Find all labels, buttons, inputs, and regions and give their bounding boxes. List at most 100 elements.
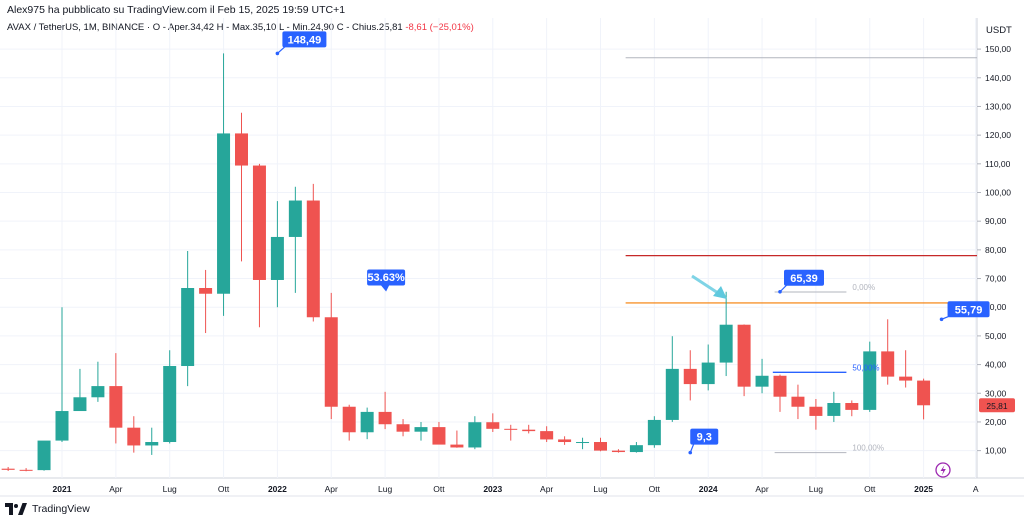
time-axis-ticks[interactable]: 2021 Apr Lug Ott 2022 Apr Lug Ott 2023 Apr Lug Ott 2…	[53, 484, 979, 494]
candle-2024-12[interactable]	[899, 350, 913, 388]
candle-2024-01[interactable]	[701, 344, 715, 391]
candle-2023-10[interactable]	[647, 416, 661, 448]
candle-body	[324, 317, 338, 407]
y-tick-label: 20,00	[985, 417, 1007, 427]
candle-2023-05[interactable]	[558, 436, 572, 445]
header-bar: Alex975 ha pubblicato su TradingView.com…	[0, 0, 1024, 18]
candle-2022-04[interactable]	[324, 292, 338, 420]
candle-2023-01[interactable]	[486, 413, 500, 432]
price-callout[interactable]: 55,79	[939, 301, 990, 322]
x-tick-label: 2025	[914, 484, 933, 494]
candle-2024-07[interactable]	[809, 398, 823, 430]
candle-body	[522, 429, 536, 432]
candle-2024-10[interactable]	[863, 341, 877, 412]
candle-2023-03[interactable]	[522, 424, 536, 434]
candle-2021-09[interactable]	[199, 269, 213, 334]
candle-2023-12[interactable]	[683, 350, 697, 401]
candle-2022-08[interactable]	[396, 419, 410, 437]
x-tick-label: Ott	[649, 484, 661, 494]
candle-2021-02[interactable]	[73, 368, 87, 412]
y-tick-label: 30,00	[985, 388, 1007, 398]
candle-body	[163, 366, 177, 443]
price-callout[interactable]: 65,39	[778, 269, 824, 294]
flash-alert-icon[interactable]	[935, 462, 951, 478]
symbol-legend: AVAX / TetherUS, 1M, BINANCE · O - Aper.…	[7, 22, 474, 33]
callout-anchor-dot	[778, 289, 782, 294]
candle-body	[629, 445, 643, 453]
axis-unit-label: USDT	[986, 25, 1012, 36]
callout-anchor-dot	[688, 450, 693, 455]
callout-box	[947, 301, 990, 318]
candle-2024-08[interactable]	[827, 391, 841, 422]
candle-2020-12[interactable]	[37, 440, 51, 471]
candle-2021-06[interactable]	[145, 427, 159, 455]
candle-2021-05[interactable]	[127, 416, 141, 453]
candle-2023-04[interactable]	[540, 426, 554, 443]
candle-2022-05[interactable]	[342, 404, 356, 441]
candle-2021-07[interactable]	[163, 350, 177, 444]
price-callout[interactable]: 9,3	[688, 428, 719, 455]
candle-2022-02[interactable]	[288, 186, 302, 293]
fib-retracement[interactable]: 0,00% 50,00% 100,00%	[772, 283, 884, 454]
candle-2022-06[interactable]	[360, 407, 374, 440]
symbol-name[interactable]: AVAX / TetherUS, 1M, BINANCE	[7, 22, 145, 33]
tradingview-logo-icon	[5, 503, 27, 515]
fib-level-label: 50,00%	[852, 363, 879, 372]
candle-body	[504, 428, 518, 430]
candle-2024-02[interactable]	[719, 291, 733, 377]
callout-anchor-dot	[275, 51, 280, 56]
candle-2025-01[interactable]	[917, 378, 931, 420]
footer-brand[interactable]: TradingView	[5, 500, 90, 518]
candle-2024-05[interactable]	[773, 374, 787, 412]
flash-icon-bolt	[940, 465, 946, 476]
candle-2023-08[interactable]	[611, 449, 625, 453]
candle-2022-11[interactable]	[450, 430, 464, 448]
candle-2023-06[interactable]	[576, 437, 590, 450]
published-by-text: Alex975 ha pubblicato su TradingView.com…	[7, 4, 346, 16]
y-tick-label: 140,00	[985, 73, 1011, 83]
candle-2024-04[interactable]	[755, 358, 769, 394]
y-tick-label: 40,00	[985, 360, 1007, 370]
candle-2020-10[interactable]	[1, 466, 15, 471]
candle-2021-01[interactable]	[55, 307, 69, 443]
candle-body	[396, 424, 410, 432]
percent-annotation[interactable]: 53.63%	[367, 269, 406, 292]
y-tick-label: 110,00	[985, 159, 1011, 169]
candle-2021-08[interactable]	[181, 251, 195, 387]
candle-2021-12[interactable]	[252, 163, 266, 328]
arrow-head	[713, 286, 727, 299]
cyan-arrow-icon[interactable]	[691, 274, 727, 299]
candle-2022-10[interactable]	[432, 421, 446, 445]
candle-2022-12[interactable]	[468, 416, 482, 450]
candle-2024-09[interactable]	[845, 400, 859, 417]
candle-2023-09[interactable]	[629, 442, 643, 453]
candle-2022-01[interactable]	[270, 201, 284, 308]
candle-2022-09[interactable]	[414, 421, 428, 441]
candle-2023-11[interactable]	[665, 336, 679, 422]
candle-2023-07[interactable]	[594, 437, 607, 452]
candle-2024-11[interactable]	[881, 319, 895, 385]
y-tick-label: 90,00	[985, 216, 1007, 226]
candle-body	[594, 442, 607, 451]
callout-anchor-dot	[939, 317, 944, 322]
candle-2024-03[interactable]	[737, 324, 751, 397]
x-tick-label: Apr	[109, 484, 122, 494]
price-callout[interactable]: 148,49	[275, 31, 327, 56]
candle-2021-04[interactable]	[109, 353, 123, 444]
candle-2022-07[interactable]	[378, 391, 392, 430]
candle-2021-03[interactable]	[91, 361, 105, 402]
arrow-shaft	[691, 274, 719, 295]
x-tick-label: 2024	[699, 484, 718, 494]
price-axis-ticks[interactable]: 150,00 140,00 130,00 120,00 110,00 100,00 90,0…	[977, 44, 1011, 456]
y-tick-label: 130,00	[985, 101, 1011, 111]
candle-2021-10[interactable]	[217, 53, 231, 316]
candle-2021-11[interactable]	[235, 112, 248, 262]
candle-2024-06[interactable]	[791, 384, 805, 420]
legend-change: -8,61 (−25,01%)	[405, 22, 474, 33]
candle-body	[342, 406, 356, 433]
candle-2023-02[interactable]	[504, 424, 518, 441]
candle-2020-11[interactable]	[19, 468, 33, 472]
candle-2022-03[interactable]	[306, 183, 320, 322]
x-tick-label: Ott	[864, 484, 876, 494]
